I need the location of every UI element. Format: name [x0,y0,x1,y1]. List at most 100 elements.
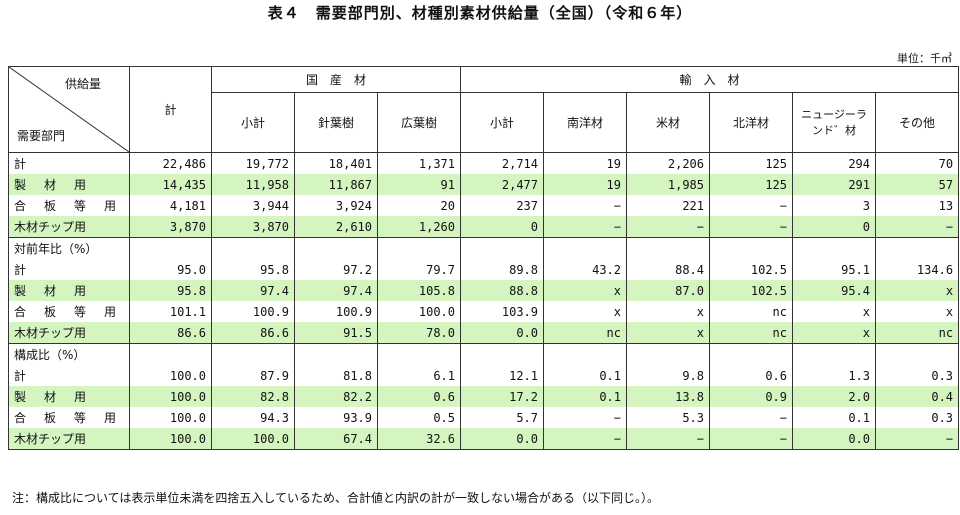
subheader-cell: 小計 [211,92,295,153]
value-cell: 82.2 [294,386,378,407]
empty-cell [129,343,212,365]
empty-cell [460,237,544,259]
row-label: 製材用 [8,174,130,195]
empty-cell [874,237,960,259]
subheader-cell: 小計 [460,92,544,153]
value-cell: 0.1 [543,386,627,407]
empty-cell [709,237,793,259]
value-cell: nc [709,301,793,322]
corner-header-cell: 供給量 需要部門 [8,66,130,153]
value-cell: 2,477 [460,174,544,195]
value-cell: − [543,407,627,428]
value-cell: 89.8 [460,259,544,280]
value-cell: 6.1 [377,365,461,386]
value-cell: 100.9 [211,301,295,322]
value-cell: − [874,216,960,238]
table-row: 合板等用 101.1 100.9 100.9 100.0 103.9 x x nc x x [8,301,960,322]
value-cell: 22,486 [129,152,212,174]
section-title-row: 対前年比（%） [8,237,960,259]
value-cell: x [874,280,960,301]
table-row: 木材チップ用 3,870 3,870 2,610 1,260 0− − −0− [8,216,960,238]
subheader-cell: その他 [874,92,960,153]
value-cell: − [709,428,793,450]
table-row: 製材用 100.0 82.8 82.2 0.6 17.2 0.1 13.8 0.9 2.0 0.4 [8,386,960,407]
row-label: 合板等用 [8,407,130,428]
footnote: 注：構成比については表示単位未満を四捨五入しているため、合計値と内訳の計が一致し… [12,491,660,505]
value-cell: − [626,216,710,238]
value-cell: 0.4 [874,386,960,407]
table-row: 製材用 14,435 11,958 11,867 91 2,477 19 1,985 125 29… [8,174,960,195]
value-cell: 100.0 [129,407,212,428]
value-cell: 81.8 [294,365,378,386]
value-cell: 100.0 [129,365,212,386]
value-cell: 5.7 [460,407,544,428]
value-cell: 95.0 [129,259,212,280]
value-cell: 70 [874,152,960,174]
row-label: 合板等用 [8,301,130,322]
value-cell: 100.0 [377,301,461,322]
value-cell: 88.4 [626,259,710,280]
value-cell: 2,610 [294,216,378,238]
value-cell: 0.0 [792,428,876,450]
value-cell: 95.8 [129,280,212,301]
table-row: 木材チップ用 86.6 86.6 91.5 78.0 0.0 nc x nc x nc [8,322,960,344]
empty-cell [377,237,461,259]
value-cell: 13.8 [626,386,710,407]
value-cell: 78.0 [377,322,461,344]
table-header: 供給量 需要部門 計 国 産 材 輸 入 材 小計 針葉樹 広葉樹 小計 南洋材… [8,66,960,153]
value-cell: 17.2 [460,386,544,407]
value-cell: 18,401 [294,152,378,174]
empty-cell [709,343,793,365]
value-cell: 97.4 [211,280,295,301]
table-row: 計 95.0 95.8 97.2 79.7 89.8 43.2 88.4 102.5 95.1 13… [8,259,960,280]
value-cell: 1,985 [626,174,710,195]
page-title: 表４ 需要部門別、材種別素材供給量（全国）（令和６年） [267,4,693,22]
value-cell: 1,371 [377,152,461,174]
value-cell: 100.0 [129,428,212,450]
value-cell: 2,714 [460,152,544,174]
value-cell: 20 [377,195,461,216]
value-cell: − [543,428,627,450]
section-title: 対前年比（%） [8,237,130,259]
value-cell: 0.0 [460,428,544,450]
value-cell: 95.1 [792,259,876,280]
value-cell: nc [709,322,793,344]
value-cell: 19,772 [211,152,295,174]
value-cell: 67.4 [294,428,378,450]
row-label: 計 [8,365,130,386]
empty-cell [377,343,461,365]
value-cell: 9.8 [626,365,710,386]
value-cell: 0.1 [792,407,876,428]
value-cell: x [792,301,876,322]
value-cell: 97.2 [294,259,378,280]
corner-bottom-label: 需要部門 [17,129,66,143]
value-cell: 5.3 [626,407,710,428]
value-cell: 88.8 [460,280,544,301]
value-cell: 95.8 [211,259,295,280]
value-cell: − [543,195,627,216]
value-cell: x [792,322,876,344]
value-cell: 0.5 [377,407,461,428]
empty-cell [626,343,710,365]
value-cell: 0 [792,216,876,238]
value-cell: 100.9 [294,301,378,322]
empty-cell [792,237,876,259]
value-cell: 2,206 [626,152,710,174]
value-cell: − [543,216,627,238]
value-cell: 0.1 [543,365,627,386]
supply-table: 供給量 需要部門 計 国 産 材 輸 入 材 小計 針葉樹 広葉樹 小計 南洋材… [8,66,960,450]
total-header: 計 [129,66,212,153]
value-cell: 2.0 [792,386,876,407]
value-cell: 134.6 [874,259,960,280]
row-label: 木材チップ用 [8,216,130,238]
imported-header: 輸 入 材 [459,66,960,93]
value-cell: 105.8 [377,280,461,301]
value-cell: 125 [709,152,793,174]
empty-cell [792,343,876,365]
value-cell: 103.9 [460,301,544,322]
row-label: 木材チップ用 [8,428,130,450]
subheader-cell: 米材 [626,92,710,153]
value-cell: 12.1 [460,365,544,386]
section-title-row: 構成比（%） [8,343,960,365]
empty-cell [543,343,627,365]
